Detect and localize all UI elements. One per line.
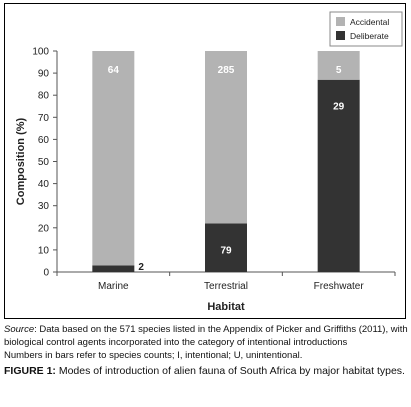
source-label: Source (4, 324, 35, 335)
data-label-deliberate: 2 (138, 262, 144, 273)
legend-swatch-accidental (336, 17, 345, 26)
source-text: : Data based on the 571 species listed i… (4, 324, 408, 348)
legend-swatch-deliberate (336, 31, 345, 40)
bar-segment-deliberate (205, 223, 247, 272)
y-tick-label: 70 (38, 113, 50, 124)
data-label-deliberate: 29 (333, 102, 345, 113)
x-tick-label: Freshwater (314, 281, 365, 292)
y-tick-label: 50 (38, 157, 50, 168)
bar-segment-accidental (205, 51, 247, 224)
y-tick-label: 20 (38, 223, 50, 234)
y-tick-label: 60 (38, 135, 50, 146)
y-tick-label: 30 (38, 201, 50, 212)
chart-frame: 0 10 20 30 40 50 60 70 80 90 100 Marine Terrestrial F… (4, 3, 406, 319)
data-label-accidental: 5 (336, 65, 342, 76)
figure-caption-block: Source: Data based on the 571 species li… (4, 323, 408, 378)
data-label-accidental: 285 (218, 65, 235, 76)
x-tick-label: Marine (98, 281, 129, 292)
y-tick-label: 10 (38, 245, 50, 256)
y-tick-label: 90 (38, 69, 50, 80)
data-label-deliberate: 79 (220, 245, 232, 256)
data-label-accidental: 64 (108, 65, 120, 76)
y-axis-title: Composition (%) (15, 117, 27, 205)
y-tick-label: 0 (43, 268, 49, 279)
y-tick-label: 80 (38, 91, 50, 102)
source-note: Source: Data based on the 571 species li… (4, 323, 408, 349)
legend-label-deliberate: Deliberate (350, 31, 389, 41)
x-tick-label: Terrestrial (204, 281, 248, 292)
abbreviation-note: Numbers in bars refer to species counts;… (4, 350, 303, 361)
figure-caption: FIGURE 1: Modes of introduction of alien… (4, 365, 408, 378)
bar-segment-accidental (317, 51, 360, 80)
stacked-bar-chart: 0 10 20 30 40 50 60 70 80 90 100 Marine Terrestrial F… (15, 11, 403, 313)
x-axis-title: Habitat (207, 301, 245, 313)
y-tick-label: 100 (32, 47, 49, 58)
figure-label: FIGURE 1: (4, 365, 56, 377)
figure-text: Modes of introduction of alien fauna of … (55, 365, 405, 377)
bar-segment-deliberate (317, 79, 360, 272)
bar-segment-deliberate (92, 265, 135, 272)
legend-label-accidental: Accidental (350, 17, 389, 27)
bar-segment-accidental (92, 51, 135, 266)
y-tick-label: 40 (38, 179, 50, 190)
